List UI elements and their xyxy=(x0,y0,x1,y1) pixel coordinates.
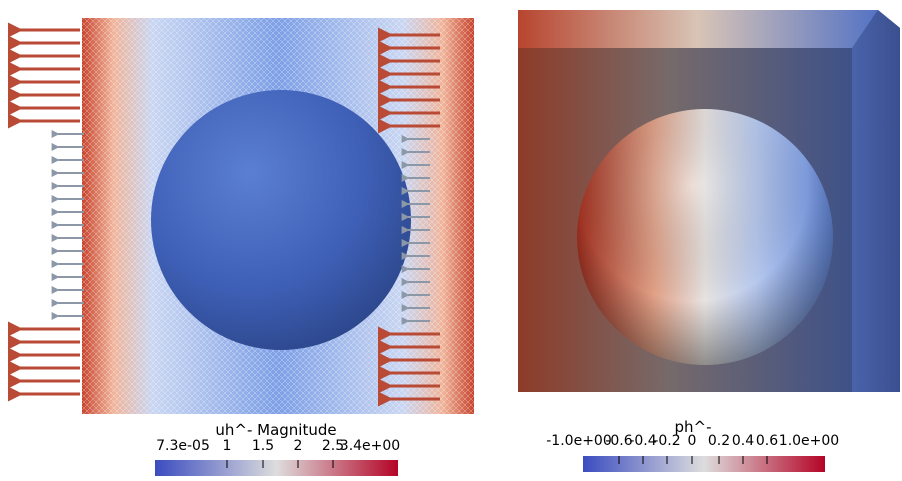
right-colorbar-tick-label: -0.2 xyxy=(653,433,681,449)
box-side-face xyxy=(852,10,900,392)
right-colorbar xyxy=(583,456,825,472)
left-colorbar-tick-label: 2 xyxy=(293,438,303,454)
right-colorbar-tick-label: -1.0e+00 xyxy=(546,433,612,449)
right-viewport[interactable]: ph^- -1.0e+00 -0.6 -0.4 -0.2 0 0.2 0.4 0.6 1.0e+… xyxy=(490,0,902,481)
velocity-field-render xyxy=(7,18,474,414)
left-colorbar xyxy=(155,460,398,476)
right-colorbar-tick-label: 0.2 xyxy=(707,433,731,449)
velocity-arrows xyxy=(7,22,440,407)
left-colorbar-tick-label: 7.3e-05 xyxy=(156,438,210,454)
right-colorbar-tick-label: 1.0e+00 xyxy=(778,433,840,449)
right-colorbar-tick-label: -0.6 xyxy=(605,433,633,449)
left-colorbar-tick-label: 1.5 xyxy=(251,438,275,454)
left-colorbar-title: uh^- Magnitude xyxy=(215,421,337,439)
left-colorbar-tick-label: 1 xyxy=(222,438,232,454)
right-colorbar-title: ph^- xyxy=(674,418,712,436)
left-viewport[interactable]: uh^- Magnitude 7.3e-05 1 1.5 2 2.5 3.4e+00 xyxy=(0,0,480,481)
left-colorbar-tick-label: 2.5 xyxy=(321,438,345,454)
right-colorbar-tick-label: -0.4 xyxy=(629,433,657,449)
left-colorbar-tick-label: 3.4e+00 xyxy=(339,438,401,454)
right-colorbar-tick-label: 0 xyxy=(687,433,697,449)
right-colorbar-tick-label: 0.4 xyxy=(731,433,755,449)
pressure-field-render xyxy=(518,10,900,392)
box-top-face xyxy=(518,10,878,48)
sphere-obstacle xyxy=(151,90,411,350)
right-colorbar-tick-label: 0.6 xyxy=(755,433,779,449)
